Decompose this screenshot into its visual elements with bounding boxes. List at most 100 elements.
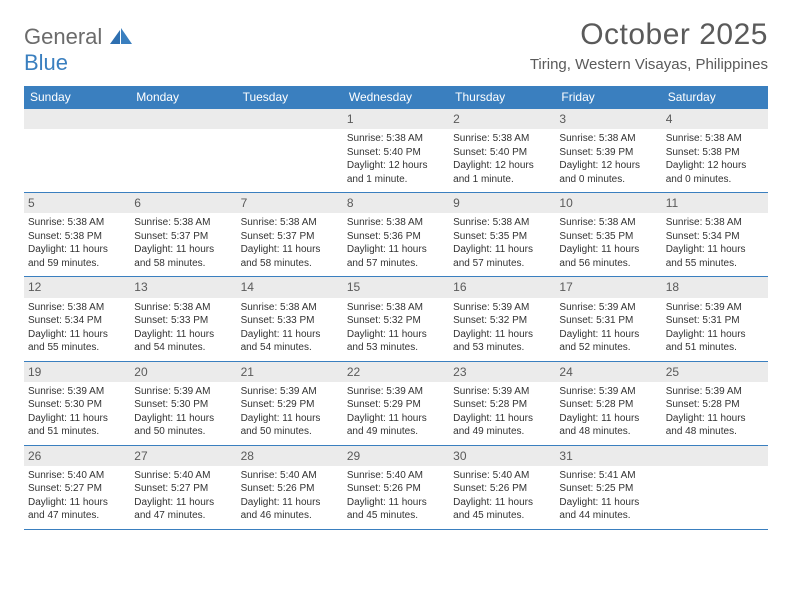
- day-number: 26: [24, 446, 130, 466]
- day-number: 31: [555, 446, 661, 466]
- day-detail-line: Sunset: 5:32 PM: [347, 314, 445, 328]
- day-detail-line: Sunset: 5:29 PM: [347, 398, 445, 412]
- day-detail-line: Daylight: 11 hours: [666, 243, 764, 257]
- day-detail-line: Daylight: 12 hours: [453, 159, 551, 173]
- page-header: General Blue October 2025 Tiring, Wester…: [24, 18, 768, 76]
- day-detail-line: Daylight: 11 hours: [347, 412, 445, 426]
- day-detail-line: Sunset: 5:33 PM: [241, 314, 339, 328]
- day-detail-line: Sunset: 5:28 PM: [453, 398, 551, 412]
- day-number: [237, 109, 343, 129]
- day-detail-line: Sunrise: 5:38 AM: [241, 301, 339, 315]
- day-detail-line: and 57 minutes.: [347, 257, 445, 271]
- day-details: Sunrise: 5:40 AMSunset: 5:26 PMDaylight:…: [347, 469, 445, 523]
- day-details: Sunrise: 5:38 AMSunset: 5:40 PMDaylight:…: [453, 132, 551, 186]
- day-detail-line: Daylight: 11 hours: [241, 412, 339, 426]
- day-detail-line: Sunrise: 5:39 AM: [241, 385, 339, 399]
- day-details: Sunrise: 5:38 AMSunset: 5:33 PMDaylight:…: [241, 301, 339, 355]
- day-detail-line: Sunset: 5:28 PM: [559, 398, 657, 412]
- day-detail-line: Daylight: 11 hours: [241, 496, 339, 510]
- day-number: 5: [24, 193, 130, 213]
- day-cell: 30Sunrise: 5:40 AMSunset: 5:26 PMDayligh…: [449, 446, 555, 529]
- day-details: Sunrise: 5:38 AMSunset: 5:38 PMDaylight:…: [666, 132, 764, 186]
- day-number: 24: [555, 362, 661, 382]
- day-details: Sunrise: 5:38 AMSunset: 5:37 PMDaylight:…: [241, 216, 339, 270]
- day-detail-line: Daylight: 11 hours: [28, 243, 126, 257]
- day-cell: [662, 446, 768, 529]
- day-cell: 27Sunrise: 5:40 AMSunset: 5:27 PMDayligh…: [130, 446, 236, 529]
- day-detail-line: Sunset: 5:38 PM: [28, 230, 126, 244]
- day-details: Sunrise: 5:39 AMSunset: 5:31 PMDaylight:…: [666, 301, 764, 355]
- day-detail-line: Sunrise: 5:38 AM: [347, 301, 445, 315]
- day-details: Sunrise: 5:38 AMSunset: 5:38 PMDaylight:…: [28, 216, 126, 270]
- day-number: 8: [343, 193, 449, 213]
- day-detail-line: Daylight: 11 hours: [134, 496, 232, 510]
- day-detail-line: Sunset: 5:36 PM: [347, 230, 445, 244]
- day-cell: 8 Sunrise: 5:38 AMSunset: 5:36 PMDaylight…: [343, 193, 449, 276]
- day-detail-line: Sunrise: 5:38 AM: [134, 216, 232, 230]
- day-number: 12: [24, 277, 130, 297]
- day-detail-line: Sunset: 5:31 PM: [559, 314, 657, 328]
- day-cell: 24Sunrise: 5:39 AMSunset: 5:28 PMDayligh…: [555, 362, 661, 445]
- day-detail-line: Daylight: 11 hours: [347, 328, 445, 342]
- day-detail-line: Daylight: 11 hours: [134, 328, 232, 342]
- day-cell: 4Sunrise: 5:38 AMSunset: 5:38 PMDaylight…: [662, 109, 768, 192]
- day-detail-line: and 45 minutes.: [453, 509, 551, 523]
- day-number: [130, 109, 236, 129]
- day-detail-line: Daylight: 11 hours: [28, 496, 126, 510]
- day-detail-line: Sunset: 5:40 PM: [347, 146, 445, 160]
- day-detail-line: Sunset: 5:27 PM: [134, 482, 232, 496]
- day-detail-line: Daylight: 11 hours: [347, 243, 445, 257]
- day-cell: 20Sunrise: 5:39 AMSunset: 5:30 PMDayligh…: [130, 362, 236, 445]
- day-detail-line: Sunrise: 5:39 AM: [347, 385, 445, 399]
- day-details: Sunrise: 5:40 AMSunset: 5:26 PMDaylight:…: [241, 469, 339, 523]
- day-detail-line: Daylight: 11 hours: [453, 243, 551, 257]
- day-cell: 1Sunrise: 5:38 AMSunset: 5:40 PMDaylight…: [343, 109, 449, 192]
- day-detail-line: and 49 minutes.: [453, 425, 551, 439]
- day-detail-line: Sunrise: 5:40 AM: [28, 469, 126, 483]
- day-cell: [130, 109, 236, 192]
- day-detail-line: and 50 minutes.: [241, 425, 339, 439]
- day-number: 9: [449, 193, 555, 213]
- day-detail-line: Sunrise: 5:38 AM: [347, 216, 445, 230]
- logo-word-1: General: [24, 24, 102, 49]
- day-cell: 22 Sunrise: 5:39 AMSunset: 5:29 PMDayligh…: [343, 362, 449, 445]
- day-details: Sunrise: 5:39 AMSunset: 5:30 PMDaylight:…: [28, 385, 126, 439]
- day-detail-line: Daylight: 11 hours: [453, 496, 551, 510]
- page-title: October 2025: [530, 18, 768, 52]
- week-row: 12Sunrise: 5:38 AMSunset: 5:34 PMDayligh…: [24, 277, 768, 361]
- day-detail-line: and 49 minutes.: [347, 425, 445, 439]
- day-detail-line: and 59 minutes.: [28, 257, 126, 271]
- day-detail-line: Sunset: 5:35 PM: [559, 230, 657, 244]
- day-detail-line: Sunset: 5:26 PM: [453, 482, 551, 496]
- day-detail-line: Sunrise: 5:40 AM: [453, 469, 551, 483]
- day-details: Sunrise: 5:38 AMSunset: 5:32 PMDaylight:…: [347, 301, 445, 355]
- day-number: 2: [449, 109, 555, 129]
- day-detail-line: and 0 minutes.: [559, 173, 657, 187]
- day-detail-line: and 55 minutes.: [28, 341, 126, 355]
- day-detail-line: Daylight: 11 hours: [559, 496, 657, 510]
- day-detail-line: Daylight: 11 hours: [134, 412, 232, 426]
- day-detail-line: Daylight: 11 hours: [453, 328, 551, 342]
- day-detail-line: Sunrise: 5:41 AM: [559, 469, 657, 483]
- day-cell: 28Sunrise: 5:40 AMSunset: 5:26 PMDayligh…: [237, 446, 343, 529]
- day-detail-line: Daylight: 11 hours: [666, 328, 764, 342]
- day-cell: 3Sunrise: 5:38 AMSunset: 5:39 PMDaylight…: [555, 109, 661, 192]
- day-detail-line: and 52 minutes.: [559, 341, 657, 355]
- day-number: 22: [343, 362, 449, 382]
- day-details: Sunrise: 5:41 AMSunset: 5:25 PMDaylight:…: [559, 469, 657, 523]
- day-detail-line: and 54 minutes.: [241, 341, 339, 355]
- day-detail-line: Sunrise: 5:39 AM: [453, 301, 551, 315]
- day-detail-line: and 50 minutes.: [134, 425, 232, 439]
- day-detail-line: and 51 minutes.: [28, 425, 126, 439]
- day-detail-line: Sunrise: 5:38 AM: [453, 216, 551, 230]
- day-detail-line: and 1 minute.: [453, 173, 551, 187]
- day-detail-line: and 55 minutes.: [666, 257, 764, 271]
- day-cell: 12Sunrise: 5:38 AMSunset: 5:34 PMDayligh…: [24, 277, 130, 360]
- day-details: Sunrise: 5:38 AMSunset: 5:39 PMDaylight:…: [559, 132, 657, 186]
- day-details: Sunrise: 5:39 AMSunset: 5:31 PMDaylight:…: [559, 301, 657, 355]
- day-detail-line: Sunrise: 5:39 AM: [28, 385, 126, 399]
- day-cell: 15Sunrise: 5:38 AMSunset: 5:32 PMDayligh…: [343, 277, 449, 360]
- day-detail-line: and 47 minutes.: [134, 509, 232, 523]
- day-detail-line: Daylight: 12 hours: [559, 159, 657, 173]
- day-detail-line: Daylight: 11 hours: [28, 328, 126, 342]
